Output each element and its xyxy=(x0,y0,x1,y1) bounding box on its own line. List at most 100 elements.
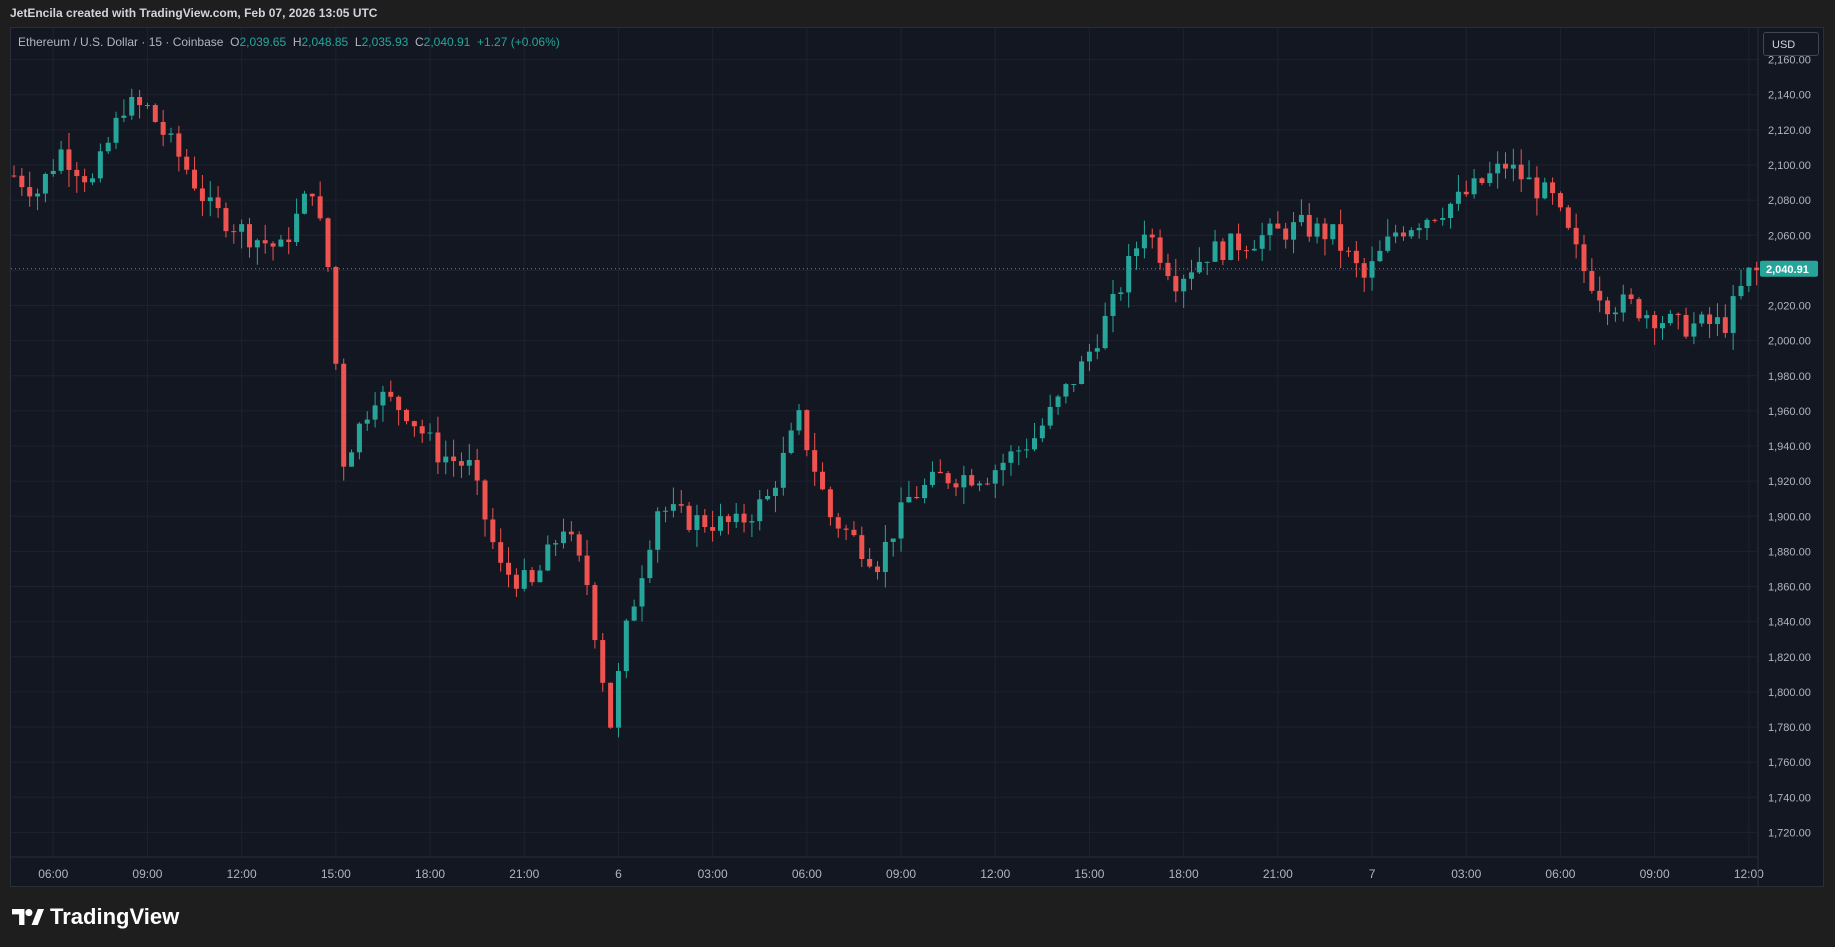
candle-body xyxy=(490,519,496,543)
logo-text: TradingView xyxy=(50,904,180,929)
y-tick-label: 2,080.00 xyxy=(1768,195,1811,207)
candle-body xyxy=(1526,177,1532,180)
candle-body xyxy=(1330,224,1336,240)
candle-body xyxy=(286,239,292,242)
candle-body xyxy=(537,570,543,583)
candle-body xyxy=(1267,223,1273,236)
x-tick-label: 18:00 xyxy=(1169,867,1199,881)
candle-body xyxy=(50,170,56,175)
candle-body xyxy=(859,535,865,560)
candle-body xyxy=(309,193,315,197)
candle-body xyxy=(788,430,794,453)
candle-body xyxy=(168,133,174,135)
candle-body xyxy=(192,169,198,189)
x-tick-label: 09:00 xyxy=(132,867,162,881)
candle-body xyxy=(906,496,912,503)
candle-body xyxy=(231,231,237,233)
currency-selector[interactable]: USD xyxy=(1763,32,1819,56)
candle-body xyxy=(1667,313,1673,324)
candle-body xyxy=(835,517,841,529)
candle-body xyxy=(301,193,307,214)
candle-body xyxy=(804,410,810,451)
last-price-tag xyxy=(1760,260,1818,277)
candle-body xyxy=(1605,300,1611,315)
candle-body xyxy=(1534,177,1540,199)
candle-body xyxy=(349,452,355,467)
x-tick-label: 12:00 xyxy=(980,867,1010,881)
candle-body xyxy=(1628,294,1634,300)
candle-body xyxy=(90,178,95,183)
candle-body xyxy=(152,105,158,122)
candle-body xyxy=(969,475,975,486)
candle-body xyxy=(1400,232,1406,237)
tradingview-logo[interactable]: TradingView xyxy=(12,904,179,930)
candle-body xyxy=(42,174,48,194)
candle-body xyxy=(741,513,747,523)
candle-body xyxy=(1495,163,1501,174)
candle-body xyxy=(215,197,221,209)
candle-body xyxy=(317,196,323,219)
candle-body xyxy=(1573,227,1579,245)
candle-body xyxy=(1055,396,1061,407)
candle-body xyxy=(19,175,25,188)
candle-body xyxy=(411,421,417,427)
candle-body xyxy=(333,267,339,364)
candle-body xyxy=(1173,276,1179,292)
candle-body xyxy=(1306,214,1312,237)
candle-body xyxy=(1189,272,1194,279)
candle-body xyxy=(733,513,739,523)
y-tick-label: 1,840.00 xyxy=(1768,617,1811,629)
candle-body xyxy=(474,460,480,481)
x-tick-label: 12:00 xyxy=(1734,867,1764,881)
candle-body xyxy=(592,585,598,641)
candle-body xyxy=(1652,315,1658,329)
candle-body xyxy=(404,409,409,422)
y-tick-label: 1,880.00 xyxy=(1768,546,1811,558)
candle-body xyxy=(1283,228,1289,240)
candle-body xyxy=(1361,263,1367,278)
y-tick-label: 1,780.00 xyxy=(1768,722,1811,734)
candle-body xyxy=(1416,228,1422,231)
x-tick-label: 21:00 xyxy=(509,867,539,881)
candle-body xyxy=(11,175,17,177)
candle-body xyxy=(35,193,41,197)
high-label: H xyxy=(292,35,302,49)
candle-body xyxy=(639,578,645,607)
candle-body xyxy=(1322,223,1328,240)
candle-body xyxy=(1754,267,1760,271)
candle-body xyxy=(600,640,606,683)
y-tick-label: 1,980.00 xyxy=(1768,371,1811,383)
candle-body xyxy=(1196,261,1202,273)
candle-body xyxy=(529,570,535,583)
chart-frame[interactable]: 1,720.00 1,740.00 1,760.00 1,780.00 1,800.00… xyxy=(10,27,1824,887)
candle-body xyxy=(922,484,928,499)
candle-body xyxy=(199,188,205,202)
candle-body xyxy=(1079,361,1085,385)
candle-body xyxy=(262,240,268,244)
candle-body xyxy=(1385,236,1391,251)
candle-body xyxy=(1000,462,1006,471)
candle-body xyxy=(780,452,786,488)
candle-body xyxy=(545,544,551,571)
candle-body xyxy=(74,169,80,177)
candle-body xyxy=(1259,235,1265,249)
x-tick-label: 6 xyxy=(615,867,622,881)
candle-body xyxy=(1440,217,1446,220)
candle-body xyxy=(851,529,857,536)
candle-body xyxy=(1487,173,1493,183)
candlestick-chart[interactable]: 1,720.00 1,740.00 1,760.00 1,780.00 1,800.00… xyxy=(11,28,1823,886)
candle-body xyxy=(953,483,959,488)
y-tick-label: 1,800.00 xyxy=(1768,687,1811,699)
candle-body xyxy=(254,240,260,248)
candle-body xyxy=(631,606,637,621)
candle-body xyxy=(1353,250,1359,264)
candle-body xyxy=(1408,230,1414,237)
candle-body xyxy=(482,480,488,520)
candle-body xyxy=(1298,214,1304,223)
candle-body xyxy=(1738,285,1744,297)
chart-background xyxy=(11,28,1823,886)
candle-body xyxy=(568,531,574,535)
candle-body xyxy=(58,149,64,171)
candle-body xyxy=(812,450,818,472)
candle-body xyxy=(1134,248,1140,257)
